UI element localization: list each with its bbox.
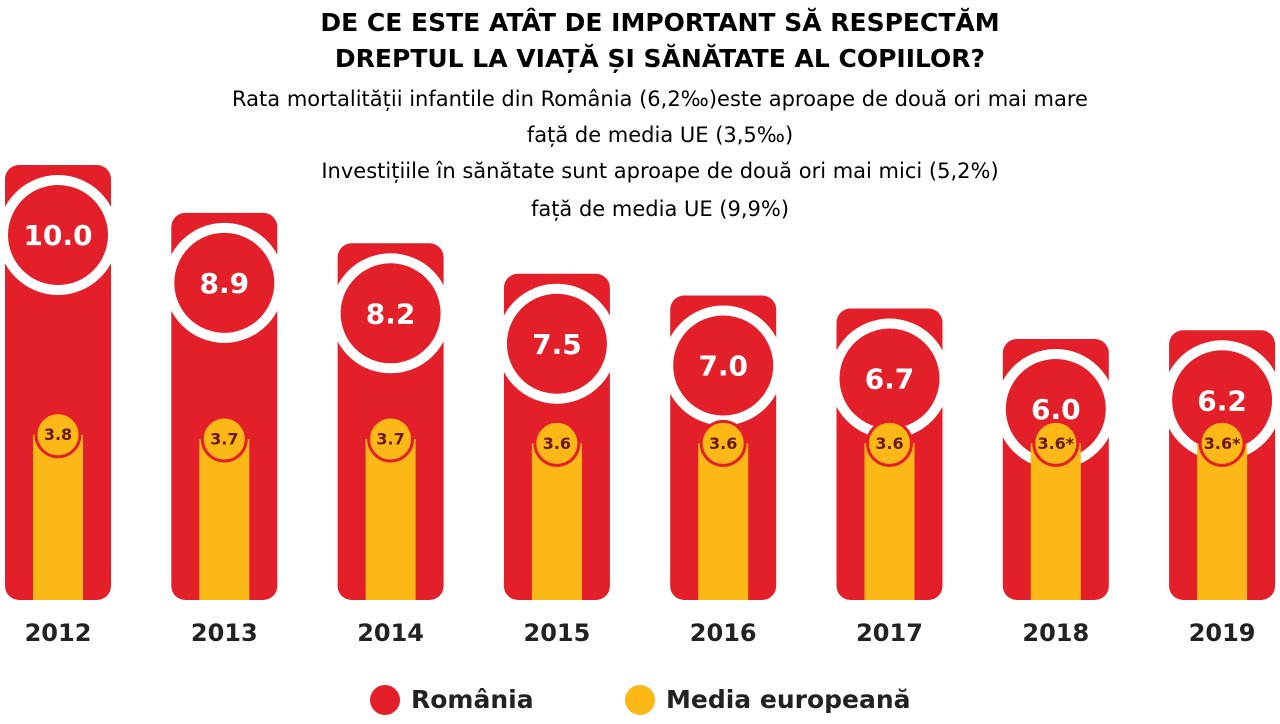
bubble (699, 419, 747, 467)
bubble (839, 328, 940, 429)
bubble (174, 232, 275, 333)
value-label: 3.6* (1204, 434, 1241, 453)
x-tick-label: 2018 (1022, 619, 1089, 647)
subtitle: față de media UE (3,5‰) (527, 123, 793, 147)
bubble (673, 315, 774, 416)
x-tick-label: 2013 (191, 619, 258, 647)
value-label: 3.7 (376, 430, 404, 449)
x-tick-label: 2017 (856, 619, 923, 647)
value-label: 6.2 (1197, 384, 1247, 417)
bubble (200, 415, 248, 463)
bar (531, 443, 582, 600)
bubble (866, 419, 913, 467)
bubble (34, 411, 82, 459)
x-tick-label: 2012 (25, 619, 92, 647)
chart-title: DE CE ESTE ATÂT DE IMPORTANT SĂ RESPECTĂ… (320, 7, 999, 37)
bar (33, 434, 83, 600)
legend-swatch (370, 685, 400, 715)
chart-title: DREPTUL LA VIAȚĂ ȘI SĂNĂTATE AL COPIILOR… (335, 43, 985, 73)
bubble (367, 415, 415, 463)
value-label: 8.9 (199, 267, 249, 300)
value-label: 3.7 (210, 430, 238, 449)
x-tick-label: 2019 (1189, 619, 1256, 647)
bar (199, 439, 250, 600)
subtitle: față de media UE (9,9%) (531, 197, 789, 221)
legend-swatch (625, 685, 655, 715)
bar (698, 443, 749, 600)
value-label: 3.8 (44, 425, 72, 444)
value-label: 3.6 (543, 434, 571, 453)
bar (864, 443, 915, 600)
value-label: 8.2 (366, 297, 416, 330)
bar (1030, 443, 1081, 600)
subtitle: Investițiile în sănătate sunt aproape de… (321, 159, 998, 183)
x-tick-label: 2016 (690, 619, 757, 647)
value-label: 10.0 (23, 219, 92, 252)
value-label: 3.6* (1037, 434, 1074, 453)
bubble (1005, 359, 1106, 459)
bubble (1172, 350, 1273, 451)
bubble (506, 293, 607, 394)
bubble (8, 185, 108, 285)
subtitle: Rata mortalității infantile din România … (232, 87, 1088, 111)
bubble (533, 419, 581, 467)
value-label: 3.6 (709, 434, 737, 453)
x-tick-label: 2014 (357, 619, 424, 647)
x-tick-label: 2015 (524, 619, 591, 647)
bar (1197, 443, 1248, 600)
bubble (1198, 419, 1246, 467)
value-label: 7.0 (698, 350, 748, 383)
value-label: 3.6 (875, 434, 903, 453)
legend-label: Media europeană (666, 685, 911, 714)
value-label: 6.7 (865, 363, 915, 396)
bubble (340, 263, 441, 364)
value-label: 7.5 (532, 328, 582, 361)
legend-label: România (411, 685, 534, 714)
bubble (1032, 419, 1080, 467)
bar (365, 439, 416, 600)
